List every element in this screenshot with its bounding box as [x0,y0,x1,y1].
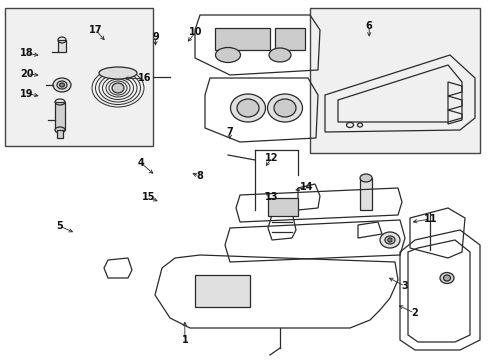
Text: 5: 5 [56,221,63,231]
Text: 3: 3 [401,281,407,291]
Bar [55,102,65,130]
Text: 12: 12 [264,153,278,163]
Text: 18: 18 [20,48,34,58]
Ellipse shape [215,48,240,63]
Ellipse shape [230,94,265,122]
Text: 4: 4 [137,158,144,168]
Ellipse shape [60,83,64,87]
Text: 7: 7 [226,127,233,138]
Text: 2: 2 [410,308,417,318]
Ellipse shape [359,174,371,182]
Text: 6: 6 [365,21,372,31]
Text: 17: 17 [88,24,102,35]
Bar [57,130,63,138]
Text: 20: 20 [20,69,34,79]
Ellipse shape [439,273,453,284]
Bar [267,198,297,216]
Bar [274,28,305,50]
Text: 13: 13 [264,192,278,202]
Text: 8: 8 [196,171,203,181]
Text: 15: 15 [142,192,156,202]
Text: 9: 9 [152,32,159,42]
Ellipse shape [112,83,124,93]
Ellipse shape [443,275,449,281]
Bar [215,28,269,50]
Ellipse shape [55,127,65,133]
Ellipse shape [379,232,399,248]
Bar [309,8,479,153]
Text: 1: 1 [181,335,188,345]
Ellipse shape [387,238,391,242]
Ellipse shape [384,236,394,244]
Ellipse shape [267,94,302,122]
Bar [58,40,66,52]
Bar [195,275,249,307]
Ellipse shape [53,78,71,92]
Text: 16: 16 [137,73,151,84]
Ellipse shape [268,48,290,62]
Text: 19: 19 [20,89,34,99]
Text: 10: 10 [188,27,202,37]
Ellipse shape [237,99,259,117]
Text: 14: 14 [300,182,313,192]
Text: 11: 11 [423,214,436,224]
Bar [359,178,371,210]
Ellipse shape [99,67,137,79]
Ellipse shape [273,99,295,117]
Bar [5,8,153,146]
